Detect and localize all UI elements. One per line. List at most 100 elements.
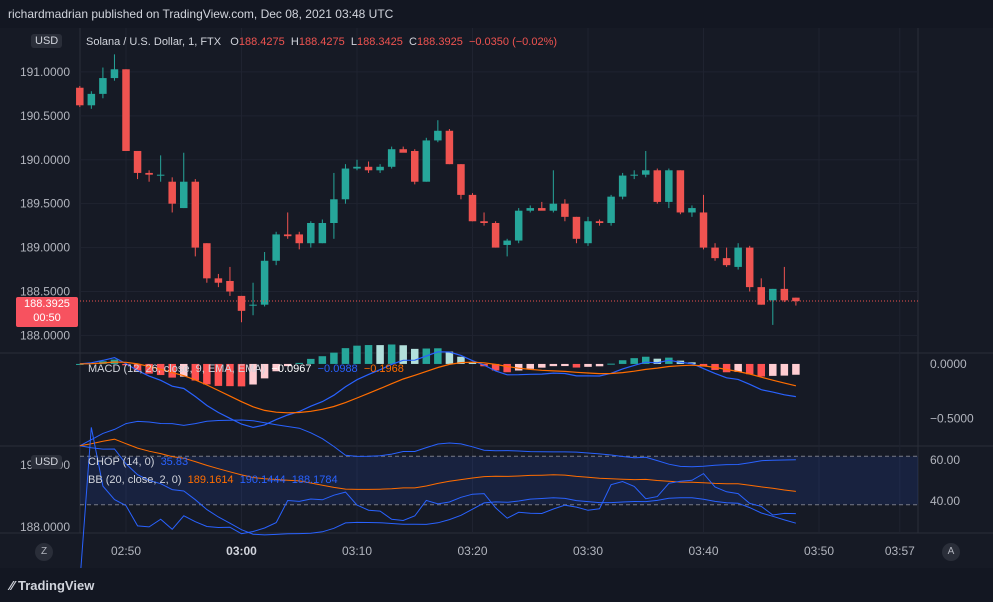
currency-button[interactable]: USD [31,34,63,48]
candle-body [422,140,431,182]
footer: ⁄⁄ TradingView [0,568,993,602]
candle-body [353,166,361,169]
candle-body [237,295,246,311]
macd-histogram-bar [122,363,130,366]
candle-body [76,87,84,106]
macd-histogram-bar [561,363,569,367]
bb-legend: BB (20, close, 2, 0) 189.1614 190.1444 1… [88,474,338,486]
macd-histogram-bar [353,345,361,364]
price-tick-label: 188.5000 [20,285,70,299]
macd-tick-label: −0.5000 [930,412,974,426]
candle-body [549,203,558,211]
chop-legend: CHOP (14, 0) 35.83 [88,456,188,468]
macd-title: MACD (12, 26, close, 9, EMA, EMA) [88,363,266,375]
macd-histogram-bar [526,363,534,369]
chop-value: 35.83 [160,456,189,468]
tradingview-logo[interactable]: ⁄⁄ TradingView [10,578,94,593]
candle-body [133,150,142,173]
macd-histogram-bar [630,358,638,364]
candle-body [260,260,269,305]
macd-histogram-bar [572,363,581,368]
macd-histogram-bar [260,363,269,379]
macd-histogram-bar [330,352,338,364]
candle-body [283,234,292,237]
candle-body [307,223,315,244]
candle-body [457,164,465,195]
macd-histogram-bar [237,363,246,387]
last-price-label: 188.3925 00:50 [16,297,78,327]
candle-body [468,194,477,222]
macd-histogram-bar [434,348,442,364]
high-value: 188.4275 [298,36,345,48]
low-label: L [350,36,357,48]
candle-body [526,208,534,211]
brand-name: TradingView [17,578,95,593]
candle-body [480,221,488,223]
candle-body [584,221,592,244]
candle-body [653,170,662,202]
price-tick-label: 190.5000 [20,109,70,123]
chop-band [80,456,918,505]
candle-body [122,69,130,151]
low-value: 188.3425 [356,36,403,48]
macd-histogram-bar [503,363,511,373]
candle-body [722,258,731,266]
macd-histogram-bar [642,356,650,364]
candle-body [642,170,650,175]
macd-tick-label: 0.0000 [930,357,967,371]
macd-histogram-bar [133,363,142,371]
lower-currency-button[interactable]: USD [31,455,63,469]
macd-histogram-bar [180,363,188,377]
candle-body [514,210,523,241]
candle-body [757,287,765,305]
chart-svg[interactable]: 191.0000 190.5000 190.0000 189.5000 189.0000… [0,28,993,568]
zoom-reset-button[interactable]: Z [35,543,53,561]
candle-body [607,196,615,223]
macd-histogram-bar [595,363,604,367]
time-tick-label: 03:00 [226,544,257,558]
macd-histogram-bar [283,363,292,367]
candle-body [676,170,685,213]
price-tick-label: 191.0000 [20,65,70,79]
macd-histogram-bar [722,363,731,373]
time-tick-label: 03:40 [688,544,718,558]
candle-body [341,168,350,200]
macd-histogram-bar [411,348,419,364]
macd-histogram-bar [145,363,153,374]
macd-histogram-bar [76,363,84,365]
candle-body [491,223,500,248]
candle-body [364,166,373,171]
macd-histogram-bar [745,363,754,375]
countdown-value: 00:50 [33,312,61,324]
candle-body [595,221,604,223]
candle-body [434,130,442,141]
price-tick-label: 188.0000 [20,328,70,342]
ohlc-legend: Solana / U.S. Dollar, 1, FTX O188.4275 H… [86,36,557,48]
chop-tick-label: 60.00 [930,453,960,467]
chart-area[interactable]: 191.0000 190.5000 190.0000 189.5000 189.0000… [0,28,993,568]
change-value: −0.0350 (−0.02%) [468,36,558,48]
macd-line-value: −0.0988 [317,363,358,375]
macd-histogram-bar [341,348,350,364]
candle-body [226,280,234,292]
time-tick-label: 03:57 [885,544,915,558]
chop-tick-label: 40.00 [930,494,960,508]
candle-body [503,240,511,245]
auto-scale-button[interactable]: A [942,543,960,561]
symbol-title: Solana / U.S. Dollar, 1, FTX [86,36,222,48]
last-price-value: 188.3925 [24,298,70,310]
time-tick-label: 03:20 [457,544,487,558]
macd-histogram-bar [780,363,789,376]
macd-histogram-bar [699,363,708,367]
macd-histogram-bar [203,363,211,385]
time-tick-label: 02:50 [111,544,141,558]
bb-title: BB (20, close, 2, 0) [88,474,182,486]
open-label: O [230,36,239,48]
bb-upper-value: 190.1444 [239,474,286,486]
candle-body [295,234,303,244]
bb-basis-value: 189.1614 [187,474,234,486]
macd-histogram-bar [734,363,742,372]
macd-histogram-value: −0.0967 [271,363,312,375]
open-value: 188.4275 [238,36,285,48]
macd-histogram-bar [445,351,454,364]
